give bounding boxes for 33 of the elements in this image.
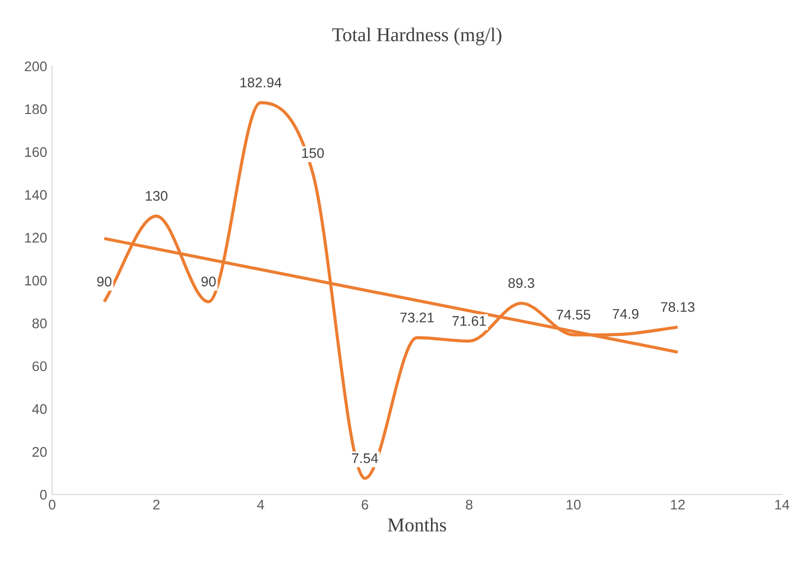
y-tick-label: 40 [32,404,47,414]
x-tick-label: 6 [362,500,368,510]
x-axis-title: Months [388,518,446,532]
y-tick-label: 80 [32,318,47,328]
data-label: 150 [302,148,324,158]
x-tick-label: 10 [566,500,581,510]
y-tick-label: 120 [25,232,47,243]
data-label: 74.9 [612,308,638,319]
y-tick-label: 140 [25,190,47,200]
x-tick-label: 8 [466,500,472,510]
x-tick-label: 4 [257,500,264,510]
y-tick-label: 100 [25,276,47,286]
y-tick-label: 60 [32,361,47,372]
data-label: 73.21 [400,312,434,322]
x-tick-label: 2 [153,500,160,510]
data-label: 182.94 [240,78,282,88]
x-tick-label: 0 [48,500,56,510]
x-tick-label: 12 [671,500,685,510]
data-label: 90 [201,276,216,286]
data-label: 74.55 [556,310,590,320]
data-label: 89.3 [508,278,534,288]
y-tick-label: 200 [24,61,47,72]
data-label: 7.54 [352,453,378,464]
y-tick-label: 0 [40,490,47,500]
y-tick-label: 160 [25,147,47,157]
data-label: 78.13 [661,302,694,312]
data-label: 71.61 [452,316,486,326]
y-tick-label: 180 [25,104,47,114]
y-tick-label: 20 [32,446,47,457]
data-label: 130 [146,190,168,201]
data-label: 90 [97,276,112,286]
x-tick-label: 14 [775,500,790,510]
chart-title: Total Hardness (mg/l) [332,28,502,46]
